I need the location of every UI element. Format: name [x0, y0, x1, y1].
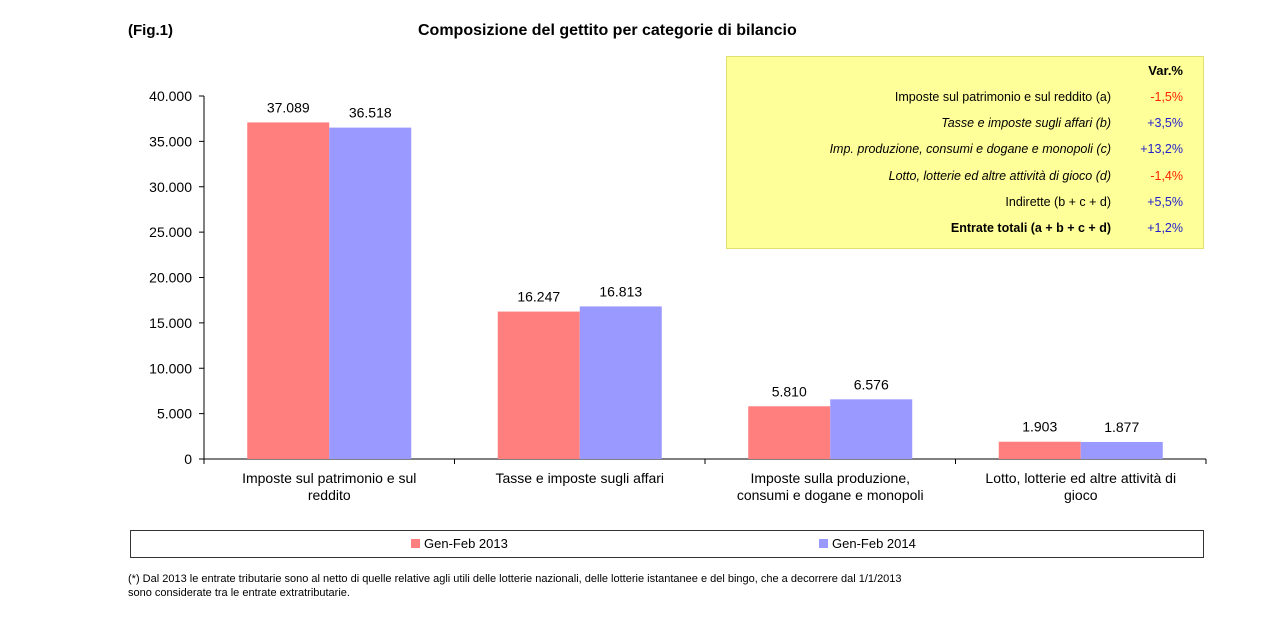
variation-row: Lotto, lotterie ed altre attività di gio…	[727, 165, 1203, 189]
y-tick-label: 35.000	[149, 133, 192, 149]
y-tick-label: 40.000	[149, 88, 192, 104]
variation-label: Tasse e imposte sugli affari (b)	[941, 116, 1111, 131]
y-tick-label: 5.000	[157, 406, 192, 422]
bar-value-label: 5.810	[772, 383, 807, 399]
bar	[748, 406, 831, 459]
legend-item-2014: Gen-Feb 2014	[819, 536, 916, 551]
legend-item-2013: Gen-Feb 2013	[411, 536, 508, 551]
variation-value: -1,4%	[1150, 168, 1183, 183]
legend-label-2013: Gen-Feb 2013	[424, 536, 508, 551]
x-category-label: consumi e dogane e monopoli	[737, 487, 924, 503]
bar	[579, 306, 662, 459]
legend-swatch-2014	[819, 539, 828, 548]
variation-row: Imposte sul patrimonio e sul reddito (a)…	[727, 86, 1203, 110]
bar-chart: 0 5.000 10.000 15.000 20.000 25.000 30.000 35.0…	[149, 88, 1207, 503]
variation-label: Lotto, lotterie ed altre attività di gio…	[888, 168, 1111, 183]
variation-value: +3,5%	[1147, 116, 1183, 131]
chart-title: Composizione del gettito per categorie d…	[418, 22, 797, 39]
x-category-label: Tasse e imposte sugli affari	[495, 470, 664, 486]
bar-value-label: 36.518	[349, 105, 392, 121]
variation-label: Imposte sul patrimonio e sul reddito (a)	[894, 90, 1111, 104]
x-category-label: gioco	[1064, 487, 1098, 503]
legend-swatch-2013	[411, 539, 420, 548]
y-tick-label: 0	[184, 451, 192, 467]
variation-row: Indirette (b + c + d) +5,5%	[727, 191, 1203, 215]
bar-value-label: 16.813	[599, 283, 642, 299]
variation-row: Tasse e imposte sugli affari (b) +3,5%	[727, 112, 1203, 136]
variation-label: Entrate totali (a + b + c + d)	[950, 221, 1111, 235]
bar	[830, 399, 913, 459]
y-tick-label: 20.000	[149, 270, 192, 286]
variation-label: Indirette (b + c + d)	[1005, 194, 1111, 209]
variation-table: Var.% Imposte sul patrimonio e sul reddi…	[726, 56, 1204, 249]
figure-label: (Fig.1)	[128, 22, 173, 39]
variation-label: Imp. produzione, consumi e dogane e mono…	[829, 142, 1111, 157]
bar-value-label: 16.247	[517, 289, 560, 305]
y-tick-label: 15.000	[149, 315, 192, 331]
bar-value-label: 1.877	[1104, 419, 1139, 435]
variation-value: +13,2%	[1140, 142, 1183, 157]
x-category-label: reddito	[308, 487, 351, 503]
variation-row: Entrate totali (a + b + c + d) +1,2%	[727, 217, 1203, 241]
bar	[247, 122, 330, 459]
variation-header: Var.%	[1148, 63, 1183, 78]
y-tick-label: 30.000	[149, 179, 192, 195]
variation-value: +5,5%	[1147, 194, 1183, 209]
chart-legend: Gen-Feb 2013 Gen-Feb 2014	[130, 530, 1204, 558]
variation-value: +1,2%	[1147, 221, 1183, 235]
bar	[497, 311, 580, 459]
bar	[329, 127, 412, 459]
bar-value-label: 37.089	[267, 99, 310, 115]
variation-value: -1,5%	[1150, 90, 1183, 104]
footnote-line-2: sono considerate tra le entrate extratri…	[128, 587, 350, 599]
bar-value-label: 6.576	[854, 376, 889, 392]
x-category-label: Imposte sul patrimonio e sul	[242, 470, 416, 486]
legend-label-2014: Gen-Feb 2014	[832, 536, 916, 551]
bar	[998, 441, 1081, 459]
footnote-line-1: (*) Dal 2013 le entrate tributarie sono …	[128, 573, 902, 585]
bar-value-label: 1.903	[1022, 419, 1057, 435]
x-category-label: Imposte sulla produzione,	[750, 470, 910, 486]
footnote: (*) Dal 2013 le entrate tributarie sono …	[128, 572, 1228, 600]
variation-row: Imp. produzione, consumi e dogane e mono…	[727, 138, 1203, 162]
x-category-label: Lotto, lotterie ed altre attività di	[985, 470, 1176, 486]
y-tick-label: 10.000	[149, 360, 192, 376]
y-tick-label: 25.000	[149, 224, 192, 240]
bar	[1080, 441, 1163, 459]
